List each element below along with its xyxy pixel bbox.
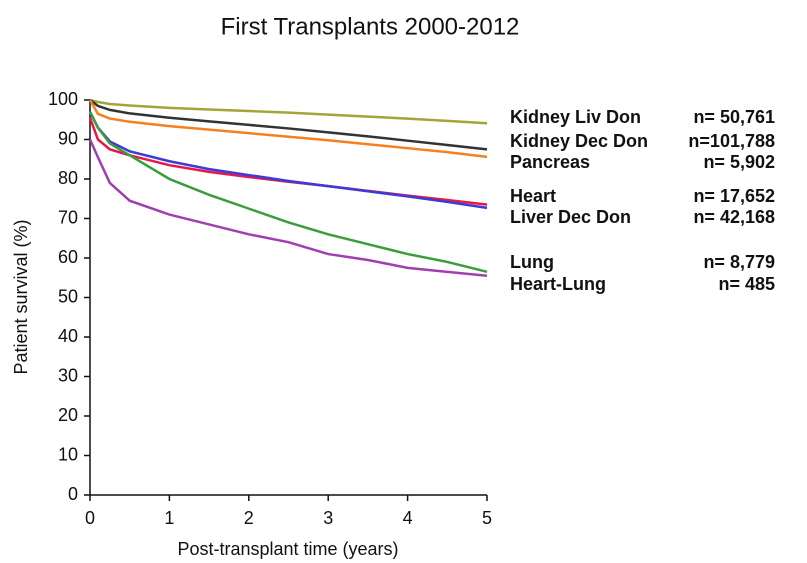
y-tick-label: 10 bbox=[58, 444, 78, 464]
y-tick-label: 60 bbox=[58, 247, 78, 267]
x-tick-label: 4 bbox=[403, 508, 413, 528]
y-tick-label: 80 bbox=[58, 168, 78, 188]
y-tick-label: 20 bbox=[58, 405, 78, 425]
legend-label: Heart-Lung bbox=[510, 274, 606, 294]
x-tick-label: 2 bbox=[244, 508, 254, 528]
y-tick-label: 90 bbox=[58, 128, 78, 148]
series-line bbox=[89, 98, 488, 125]
y-tick-label: 30 bbox=[58, 365, 78, 385]
series-line bbox=[88, 117, 488, 206]
y-tick-label: 50 bbox=[58, 286, 78, 306]
y-tick-label: 100 bbox=[48, 89, 78, 109]
legend-label: Kidney Dec Don bbox=[510, 131, 648, 151]
chart-title: First Transplants 2000-2012 bbox=[221, 13, 520, 40]
series-line bbox=[88, 138, 488, 278]
series-line bbox=[88, 111, 488, 274]
legend-count: n= 485 bbox=[718, 274, 775, 294]
legend-count: n= 5,902 bbox=[703, 152, 775, 172]
series-line bbox=[88, 99, 488, 159]
x-tick-label: 3 bbox=[323, 508, 333, 528]
legend-count: n= 42,168 bbox=[693, 207, 775, 227]
legend-count: n= 17,652 bbox=[693, 186, 775, 206]
legend-label: Lung bbox=[510, 252, 554, 272]
series-line bbox=[89, 98, 488, 151]
y-tick-label: 40 bbox=[58, 326, 78, 346]
y-tick-label: 0 bbox=[68, 484, 78, 504]
legend-count: n=101,788 bbox=[688, 131, 775, 151]
legend-label: Kidney Liv Don bbox=[510, 107, 641, 127]
legend-label: Liver Dec Don bbox=[510, 207, 631, 227]
x-axis-label: Post-transplant time (years) bbox=[177, 539, 398, 559]
x-tick-label: 1 bbox=[164, 508, 174, 528]
legend-label: Pancreas bbox=[510, 152, 590, 172]
x-tick-label: 5 bbox=[482, 508, 492, 528]
y-axis-label: Patient survival (%) bbox=[11, 219, 31, 374]
x-tick-label: 0 bbox=[85, 508, 95, 528]
y-tick-label: 70 bbox=[58, 207, 78, 227]
legend-label: Heart bbox=[510, 186, 556, 206]
legend-count: n= 8,779 bbox=[703, 252, 775, 272]
legend-count: n= 50,761 bbox=[693, 107, 775, 127]
